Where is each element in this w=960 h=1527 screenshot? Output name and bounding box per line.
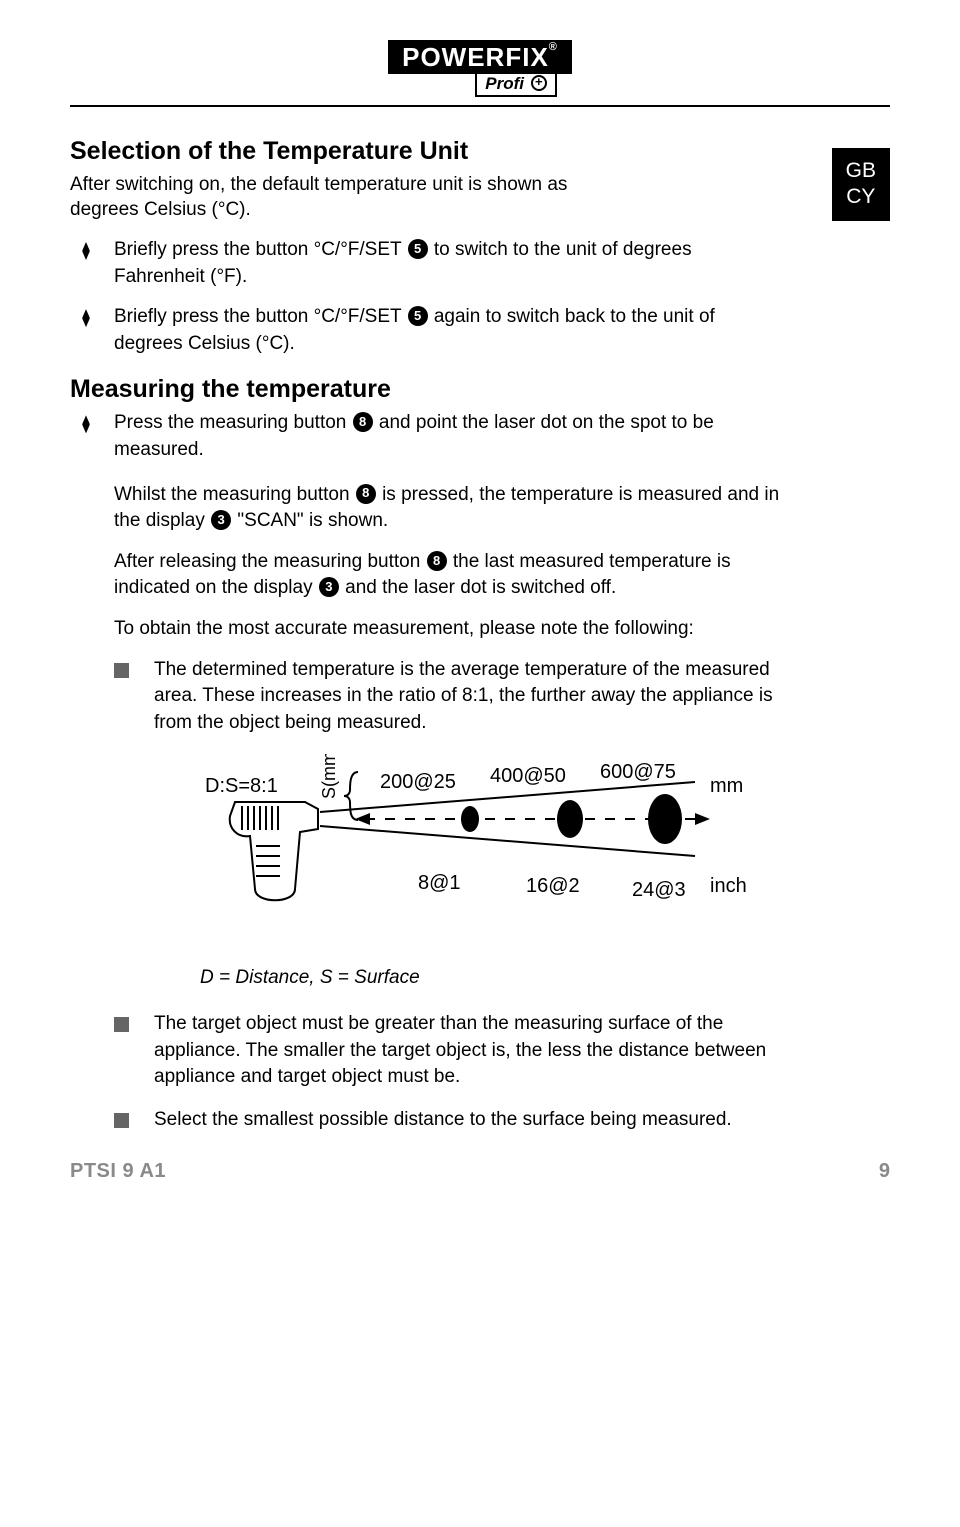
svg-text:8@1: 8@1 — [418, 872, 461, 894]
section2-square-3: Select the smallest possible distance to… — [114, 1107, 774, 1134]
section2-bullet-1: Press the measuring button 8 and point t… — [70, 410, 770, 463]
brand-sub-text: Profi — [485, 74, 524, 93]
section2-para-1: Whilst the measuring button 8 is pressed… — [114, 482, 794, 535]
lang-line-2: CY — [846, 184, 876, 210]
ref-circle-5: 5 — [408, 239, 428, 259]
svg-text:mm: mm — [710, 775, 743, 797]
ref-circle-3: 3 — [319, 577, 339, 597]
svg-text:16@2: 16@2 — [526, 875, 580, 897]
svg-text:600@75: 600@75 — [600, 761, 676, 783]
section1-bullets: Briefly press the button °C/°F/SET 5 to … — [70, 237, 890, 357]
svg-text:400@50: 400@50 — [490, 765, 566, 787]
brand-name: POWERFIX — [402, 42, 549, 72]
svg-text:inch: inch — [710, 875, 747, 897]
ref-circle-8: 8 — [427, 551, 447, 571]
page-footer: PTSI 9 A1 9 — [70, 1160, 890, 1183]
section2-squares-top: The determined temperature is the averag… — [70, 657, 890, 737]
diagram-ratio: D:S=8:1 — [205, 775, 278, 797]
section1-bullet-1: Briefly press the button °C/°F/SET 5 to … — [70, 237, 770, 290]
svg-text:200@25: 200@25 — [380, 771, 456, 793]
brand-header: POWERFIX® Profi + — [70, 40, 890, 97]
section2-square-2: The target object must be greater than t… — [114, 1011, 774, 1091]
ref-circle-3: 3 — [211, 510, 231, 530]
section2-squares-bottom: The target object must be greater than t… — [70, 1011, 890, 1133]
lang-line-1: GB — [846, 158, 876, 184]
brand-logo-sub: Profi + — [475, 72, 556, 97]
brand-reg: ® — [549, 41, 558, 53]
svg-text:24@3: 24@3 — [632, 879, 686, 901]
section1-title: Selection of the Temperature Unit — [70, 137, 890, 166]
section1-bullet-2: Briefly press the button °C/°F/SET 5 aga… — [70, 304, 770, 357]
section2-square-1: The determined temperature is the averag… — [114, 657, 774, 737]
language-tab: GB CY — [832, 148, 890, 221]
brand-plus-icon: + — [531, 75, 547, 91]
ratio-diagram: D:S=8:1 S(mm) 200@25 400@50 600@75 mm 8@… — [200, 754, 890, 949]
ref-circle-5: 5 — [408, 306, 428, 326]
brand-logo-top: POWERFIX® — [388, 40, 572, 74]
section1-intro: After switching on, the default temperat… — [70, 172, 630, 223]
footer-model: PTSI 9 A1 — [70, 1160, 166, 1183]
section2-bullets: Press the measuring button 8 and point t… — [70, 410, 890, 463]
ref-circle-8: 8 — [353, 412, 373, 432]
ref-circle-8: 8 — [356, 484, 376, 504]
section2-para-2: After releasing the measuring button 8 t… — [114, 549, 794, 602]
diagram-legend: D = Distance, S = Surface — [200, 967, 890, 989]
diagram-axis: S(mm) — [319, 754, 339, 799]
header-divider — [70, 105, 890, 107]
section2-title: Measuring the temperature — [70, 375, 890, 404]
footer-page: 9 — [879, 1160, 890, 1183]
section2-para-3: To obtain the most accurate measurement,… — [114, 616, 794, 643]
